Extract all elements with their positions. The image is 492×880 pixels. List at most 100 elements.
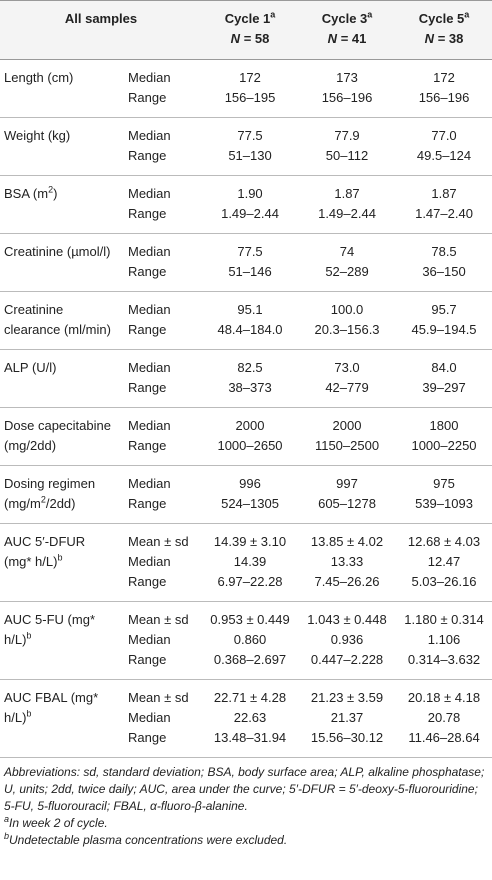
cell-value: 74 bbox=[339, 244, 355, 259]
stat-name: Range bbox=[124, 262, 203, 292]
label-text: (mg/2dd) bbox=[4, 438, 57, 453]
table-row: Range 6.97–22.28 7.45–26.26 5.03–26.16 bbox=[0, 572, 492, 602]
stat-name: Median bbox=[128, 128, 171, 143]
cell-value: 0.953 ± 0.449 bbox=[210, 612, 290, 627]
table-row: Creatinine (µmol/l) Median 77.5 74 78.5 bbox=[0, 233, 492, 292]
cell-value: 52–289 bbox=[298, 262, 397, 292]
column-name: Cycle 3 bbox=[321, 11, 368, 26]
column-footnote-mark: a bbox=[367, 9, 373, 20]
row-label: Weight (kg) bbox=[0, 117, 124, 176]
footnote-text: Undetectable plasma concentrations were … bbox=[9, 833, 288, 847]
table-row: Weight (kg) Median 77.5 77.9 77.0 bbox=[0, 117, 492, 176]
stat-name: Range bbox=[124, 436, 203, 466]
stat-name: Median bbox=[128, 302, 171, 317]
cell-value: 1.90 bbox=[237, 186, 263, 201]
column-header: Cycle 1a N = 58 bbox=[202, 0, 299, 60]
row-group: AUC 5-FU (mg* h/L)b Mean ± sd 0.953 ± 0.449… bbox=[0, 601, 492, 680]
row-group: ALP (U/l) Median 82.5 73.0 84.0 Range 38–373 42… bbox=[0, 349, 492, 408]
row-group: Weight (kg) Median 77.5 77.9 77.0 Range 51–130… bbox=[0, 117, 492, 176]
cell-value: 1.043 ± 0.448 bbox=[307, 612, 387, 627]
label-superscript: b bbox=[57, 552, 63, 563]
cell-value: 45.9–194.5 bbox=[396, 320, 492, 350]
cell-value: 1.106 bbox=[427, 632, 461, 647]
table-row: Range 1.49–2.44 1.49–2.44 1.47–2.40 bbox=[0, 204, 492, 234]
cell-value: 173 bbox=[336, 70, 358, 85]
stat-name: Median bbox=[128, 554, 171, 569]
label-superscript: b bbox=[26, 630, 32, 641]
cell-value: 975 bbox=[433, 476, 455, 491]
cell-value: 0.368–2.697 bbox=[202, 650, 299, 680]
cell-value: 2000 bbox=[235, 418, 265, 433]
data-table: All samples Cycle 1a N = 58 Cycle 3a N = 41… bbox=[0, 0, 492, 758]
stat-name: Range bbox=[124, 494, 203, 524]
row-label: Creatinine clearance (ml/min) bbox=[0, 291, 124, 350]
row-label: Length (cm) bbox=[0, 59, 124, 118]
cell-value: 0.936 bbox=[330, 632, 364, 647]
cell-value: 0.860 bbox=[233, 632, 267, 647]
cell-value: 2000 bbox=[332, 418, 362, 433]
stat-name: Median bbox=[128, 360, 171, 375]
table-row: Length (cm) Median 172 173 172 bbox=[0, 59, 492, 118]
cell-value: 1.87 bbox=[431, 186, 457, 201]
cell-value: 22.63 bbox=[233, 710, 267, 725]
column-name: Cycle 5 bbox=[418, 11, 465, 26]
abbreviations: Abbreviations: sd, standard deviation; B… bbox=[4, 765, 485, 813]
cell-value: 1.49–2.44 bbox=[202, 204, 299, 234]
table-row: AUC 5-FU (mg* h/L)b Mean ± sd 0.953 ± 0.449… bbox=[0, 601, 492, 680]
table-row: ALP (U/l) Median 82.5 73.0 84.0 bbox=[0, 349, 492, 408]
cell-value: 13.85 ± 4.02 bbox=[310, 534, 384, 549]
row-label: Dose capecitabine (mg/2dd) bbox=[0, 407, 124, 466]
cell-value: 78.5 bbox=[431, 244, 457, 259]
table-row: AUC 5′-DFUR (mg* h/L)b Mean ± sd 14.39 ± 3.… bbox=[0, 523, 492, 602]
label-text: Length (cm) bbox=[4, 70, 74, 85]
cell-value: 51–130 bbox=[202, 146, 299, 176]
cell-value: 77.5 bbox=[237, 244, 263, 259]
cell-value: 1.47–2.40 bbox=[396, 204, 492, 234]
label-text: BSA (m bbox=[4, 186, 49, 201]
table-row: AUC FBAL (mg* h/L)b Mean ± sd 22.71 ± 4.28 2… bbox=[0, 679, 492, 758]
cell-value: 5.03–26.16 bbox=[396, 572, 492, 602]
label-text: clearance (ml/min) bbox=[4, 322, 111, 337]
cell-value: 13.48–31.94 bbox=[202, 728, 299, 758]
table-row: Range 0.368–2.697 0.447–2.228 0.314–3.632 bbox=[0, 650, 492, 680]
cell-value: 95.7 bbox=[431, 302, 457, 317]
cell-value: 20.78 bbox=[427, 710, 461, 725]
stat-name: Median bbox=[128, 418, 171, 433]
cell-value: 21.37 bbox=[330, 710, 364, 725]
row-label: Creatinine (µmol/l) bbox=[0, 233, 124, 292]
cell-value: 82.5 bbox=[237, 360, 263, 375]
stat-name: Range bbox=[124, 728, 203, 758]
table-row: Range 524–1305 605–1278 539–1093 bbox=[0, 494, 492, 524]
label-text: Creatinine bbox=[4, 302, 64, 317]
label-text: (mg/m bbox=[4, 496, 41, 511]
cell-value: 15.56–30.12 bbox=[298, 728, 397, 758]
label-text: AUC 5-FU (mg* bbox=[4, 612, 96, 627]
label-text: Dosing regimen bbox=[4, 476, 96, 491]
stat-name: Range bbox=[124, 204, 203, 234]
label-superscript: 2 bbox=[40, 494, 46, 505]
footnote: aIn week 2 of cycle. bbox=[4, 815, 488, 832]
cell-value: 48.4–184.0 bbox=[202, 320, 299, 350]
label-text: ) bbox=[53, 186, 58, 201]
cell-value: 77.9 bbox=[334, 128, 360, 143]
table-row: Range 51–130 50–112 49.5–124 bbox=[0, 146, 492, 176]
cell-value: 156–196 bbox=[298, 88, 397, 118]
cell-value: 1800 bbox=[429, 418, 459, 433]
cell-value: 38–373 bbox=[202, 378, 299, 408]
row-label: Dosing regimen (mg/m2/2dd) bbox=[0, 465, 124, 524]
stat-name: Median bbox=[128, 476, 171, 491]
row-group: Dose capecitabine (mg/2dd) Median 2000 2000 1… bbox=[0, 407, 492, 466]
footnote-mark: a bbox=[4, 814, 10, 824]
cell-value: 77.5 bbox=[237, 128, 263, 143]
cell-value: 39–297 bbox=[396, 378, 492, 408]
cell-value: 14.39 ± 3.10 bbox=[213, 534, 287, 549]
label-text: AUC FBAL (mg* bbox=[4, 690, 99, 705]
row-label: AUC FBAL (mg* h/L)b bbox=[0, 679, 124, 758]
cell-value: 51–146 bbox=[202, 262, 299, 292]
table-row: Range 13.48–31.94 15.56–30.12 11.46–28.64 bbox=[0, 728, 492, 758]
cell-value: 156–196 bbox=[396, 88, 492, 118]
cell-value: 524–1305 bbox=[202, 494, 299, 524]
stat-name: Median bbox=[128, 186, 171, 201]
footnote-text: In week 2 of cycle. bbox=[9, 816, 108, 830]
label-text: Creatinine (µmol/l) bbox=[4, 244, 111, 259]
